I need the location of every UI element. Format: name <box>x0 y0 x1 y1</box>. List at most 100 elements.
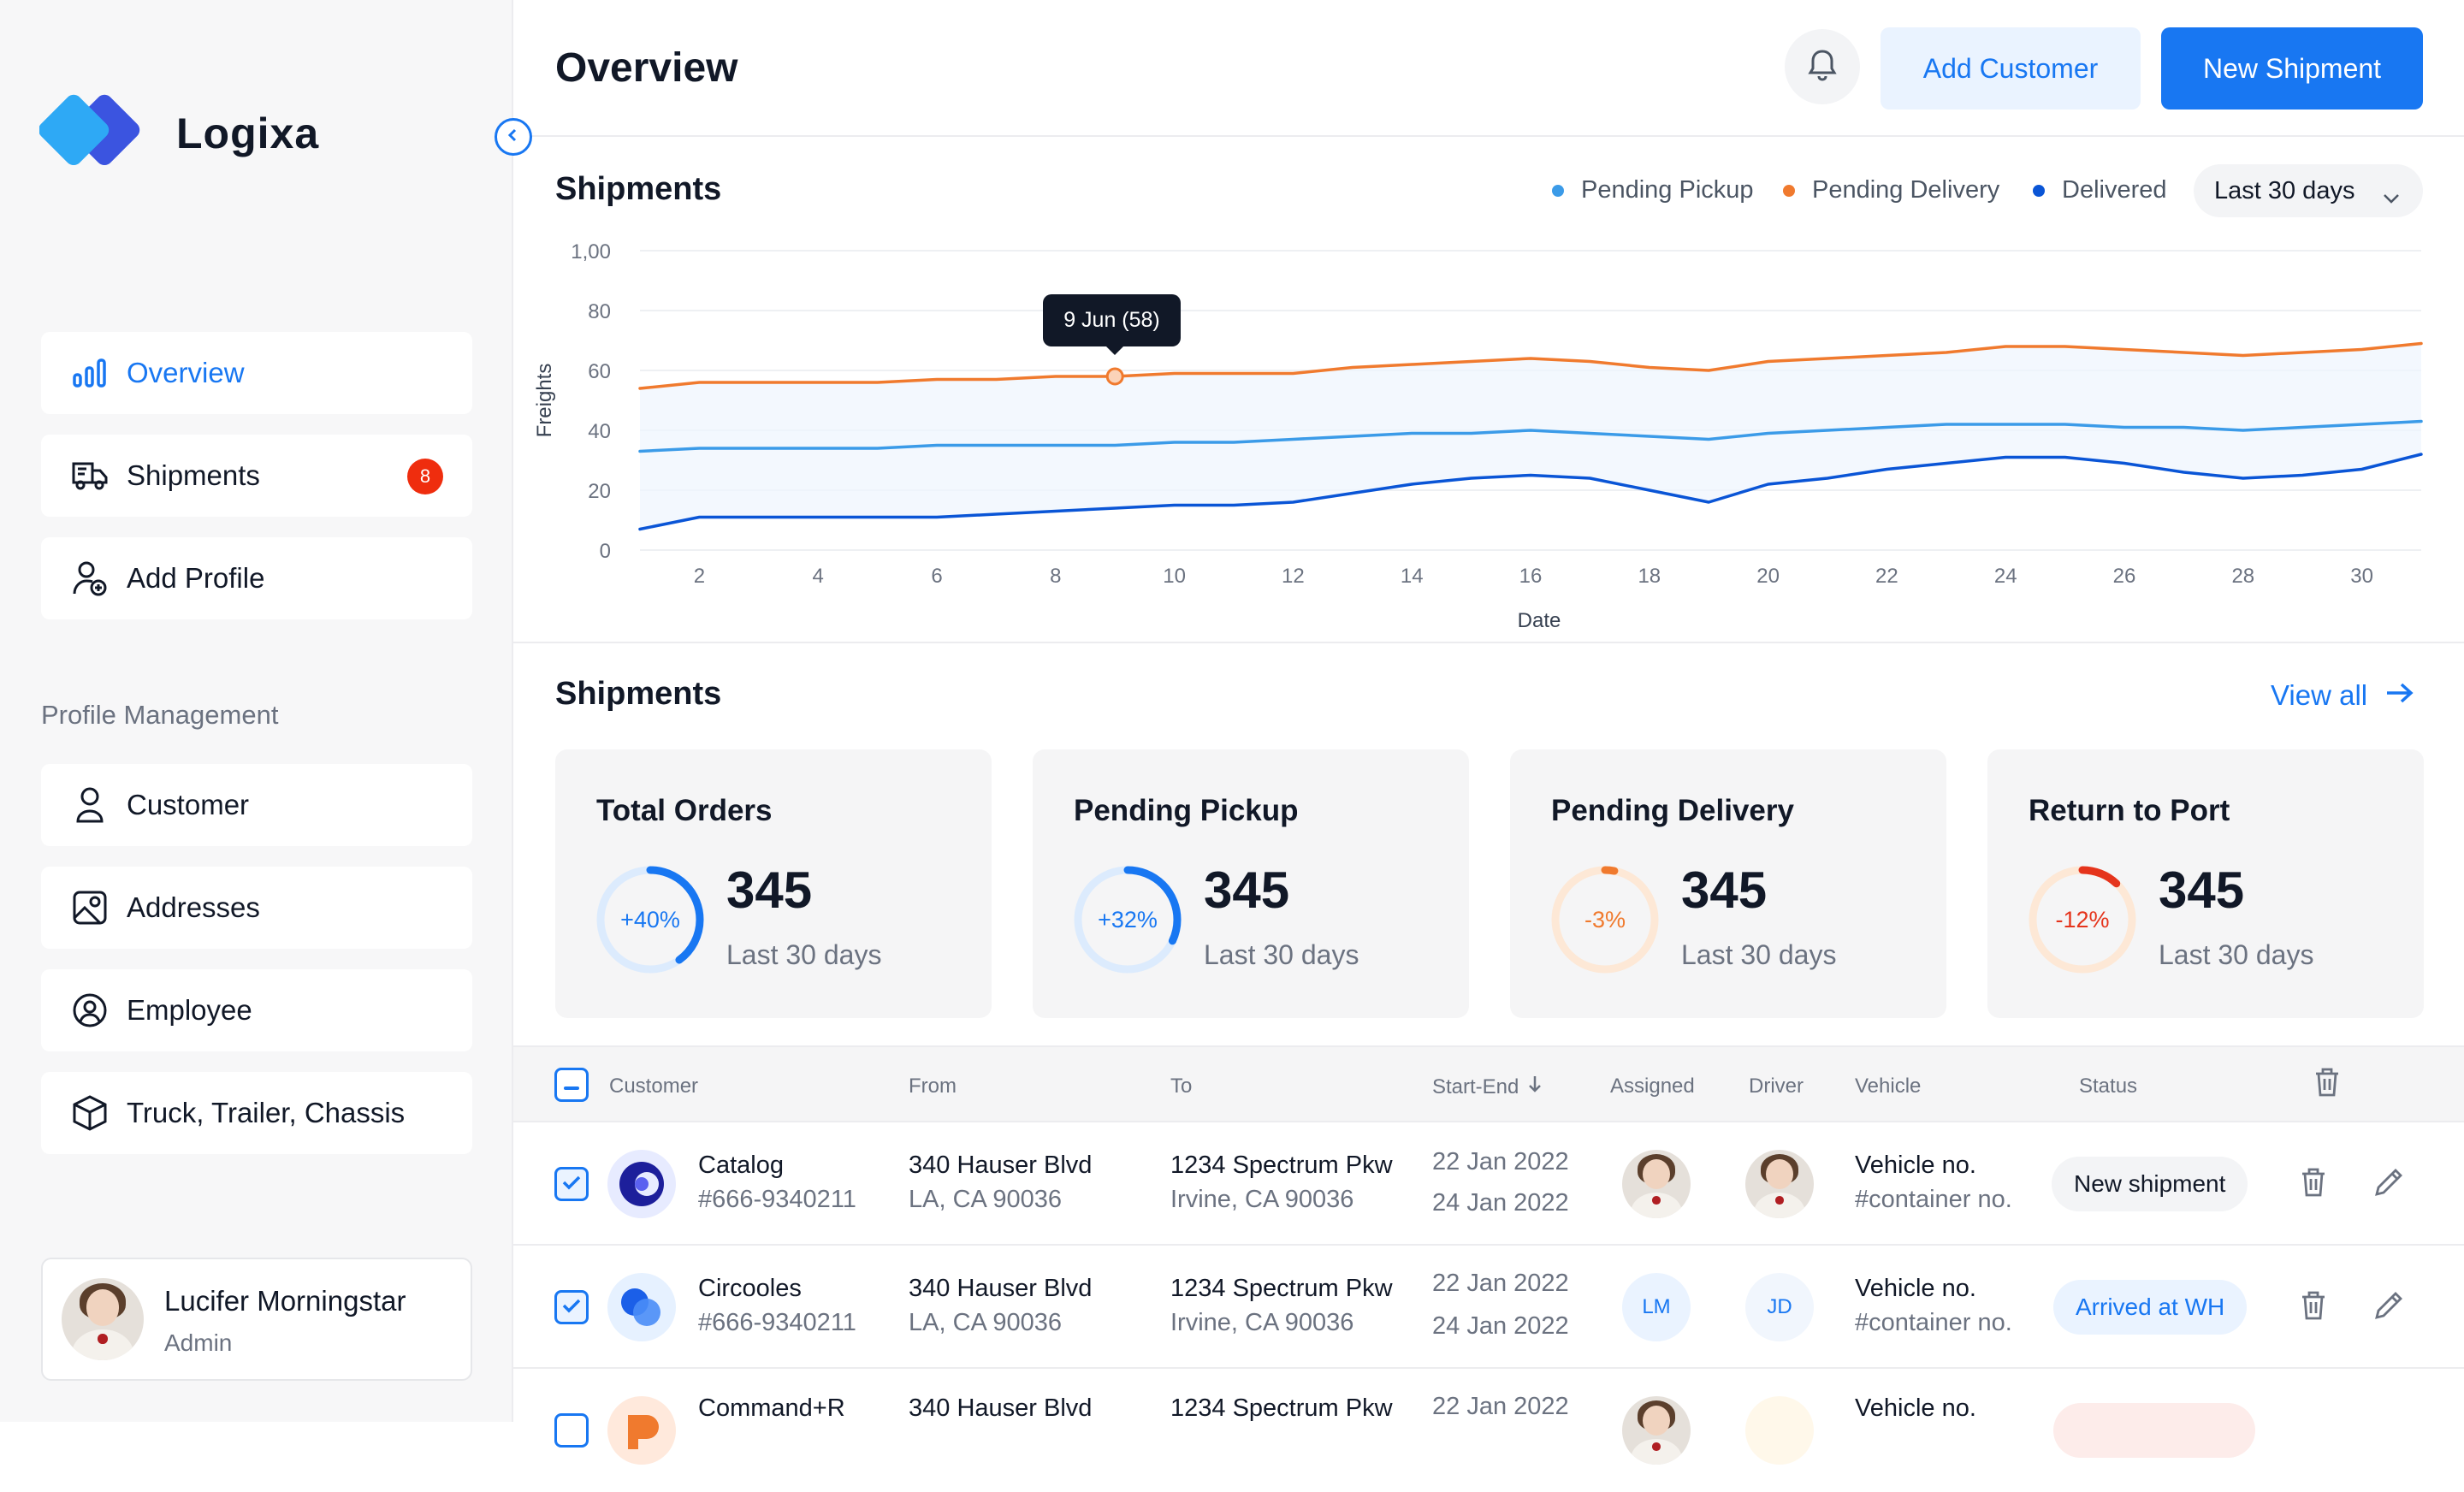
edit-row-button[interactable] <box>2370 1165 2408 1203</box>
table-row[interactable]: Catalog #666-9340211 340 Hauser Blvd LA,… <box>513 1122 2464 1246</box>
y-axis-label: Freights <box>533 364 556 438</box>
column-header-from[interactable]: From <box>909 1075 957 1098</box>
column-header-status[interactable]: Status <box>2079 1075 2138 1098</box>
employee-icon <box>70 991 110 1030</box>
stat-card-total-orders[interactable]: Total Orders +40% 345 Last 30 days <box>555 749 992 1018</box>
stat-period: Last 30 days <box>1681 939 1837 970</box>
sidebar-item-label: Add Profile <box>127 562 265 594</box>
user-name: Lucifer Morningstar <box>164 1285 406 1317</box>
stat-title: Pending Pickup <box>1074 794 1299 827</box>
logixa-logo-icon <box>39 94 140 166</box>
select-all-checkbox[interactable] <box>554 1068 589 1102</box>
ring-progress <box>596 866 704 974</box>
check-icon <box>562 1175 581 1194</box>
customer-id: #666-9340211 <box>698 1186 856 1213</box>
notification-badge: 8 <box>407 459 443 494</box>
sidebar-item-overview[interactable]: Overview <box>41 332 472 414</box>
column-header-customer[interactable]: Customer <box>609 1075 699 1098</box>
sidebar-item-employee[interactable]: Employee <box>41 969 472 1051</box>
sidebar-item-addresses[interactable]: Addresses <box>41 867 472 949</box>
add-user-icon <box>70 559 110 598</box>
x-tick-label: 28 <box>2231 565 2254 588</box>
series-line-pending-delivery <box>638 341 2423 390</box>
sidebar-item-label: Truck, Trailer, Chassis <box>127 1097 406 1128</box>
user-profile-card[interactable]: Lucifer Morningstar Admin <box>41 1258 472 1381</box>
start-date: 22 Jan 2022 <box>1432 1270 1569 1297</box>
stat-value: 345 <box>1204 861 1290 919</box>
date-range-select[interactable]: Last 30 days <box>2194 164 2423 217</box>
sidebar-item-label: Addresses <box>127 891 260 923</box>
arrow-down-icon <box>1527 1075 1543 1099</box>
stat-card-return-to-port[interactable]: Return to Port -12% 345 Last 30 days <box>1987 749 2424 1018</box>
chart-tooltip: 9 Jun (58) <box>1043 294 1181 355</box>
sidebar-item-customer[interactable]: Customer <box>41 764 472 846</box>
container-no: #container no. <box>1855 1309 2012 1336</box>
legend-label: Pending Delivery <box>1812 176 2000 204</box>
edit-row-button[interactable] <box>2370 1288 2408 1326</box>
x-tick-label: 14 <box>1401 565 1424 588</box>
sidebar-item-label: Employee <box>127 994 252 1026</box>
start-date: 22 Jan 2022 <box>1432 1148 1569 1175</box>
customer-name: Circooles <box>698 1275 802 1302</box>
end-date: 24 Jan 2022 <box>1432 1312 1569 1340</box>
assigned-avatar[interactable] <box>1622 1150 1691 1218</box>
driver-initials[interactable]: JD <box>1745 1273 1814 1341</box>
stat-title: Pending Delivery <box>1551 794 1794 827</box>
x-tick-label: 2 <box>694 565 705 588</box>
y-tick-label: 1,00 <box>571 240 611 263</box>
to-city: Irvine, CA 90036 <box>1170 1186 1354 1213</box>
column-header-start-end[interactable]: Start-End <box>1432 1075 1543 1099</box>
x-tick-label: 10 <box>1163 565 1186 588</box>
bell-icon <box>1807 48 1838 86</box>
to-city: Irvine, CA 90036 <box>1170 1309 1354 1336</box>
delete-selected-button[interactable] <box>2308 1066 2346 1104</box>
from-address: 340 Hauser Blvd <box>909 1394 1093 1422</box>
driver-initials[interactable] <box>1745 1396 1814 1465</box>
collapse-sidebar-button[interactable] <box>495 118 532 156</box>
delete-row-button[interactable] <box>2295 1288 2332 1326</box>
notifications-button[interactable] <box>1785 29 1860 104</box>
truck-icon <box>70 456 110 495</box>
y-tick-label: 40 <box>588 420 611 443</box>
map-icon <box>70 888 110 927</box>
stat-card-pending-delivery[interactable]: Pending Delivery -3% 345 Last 30 days <box>1510 749 1946 1018</box>
assigned-initials[interactable]: LM <box>1622 1273 1691 1341</box>
driver-avatar[interactable] <box>1745 1150 1814 1218</box>
to-address: 1234 Spectrum Pkw <box>1170 1394 1393 1422</box>
table-row[interactable]: Command+R 340 Hauser Blvd 1234 Spectrum … <box>513 1369 2464 1492</box>
circooles-logo-icon <box>607 1273 676 1341</box>
view-all-label: View all <box>2271 679 2368 711</box>
pencil-icon <box>2373 1290 2404 1325</box>
sidebar-item-truck-trailer-chassis[interactable]: Truck, Trailer, Chassis <box>41 1072 472 1154</box>
minus-icon <box>564 1073 579 1097</box>
column-header-label: Start-End <box>1432 1075 1519 1098</box>
column-header-vehicle[interactable]: Vehicle <box>1855 1075 1922 1098</box>
end-date: 24 Jan 2022 <box>1432 1189 1569 1217</box>
bar-chart-icon <box>70 353 110 393</box>
x-tick-label: 4 <box>813 565 824 588</box>
column-header-assigned[interactable]: Assigned <box>1610 1075 1695 1098</box>
row-checkbox[interactable] <box>554 1413 589 1448</box>
status-badge: New shipment <box>2052 1157 2248 1211</box>
from-address: 340 Hauser Blvd <box>909 1152 1093 1179</box>
delete-row-button[interactable] <box>2295 1165 2332 1203</box>
column-header-driver[interactable]: Driver <box>1749 1075 1804 1098</box>
new-shipment-button[interactable]: New Shipment <box>2161 27 2423 110</box>
row-checkbox[interactable] <box>554 1167 589 1201</box>
x-tick-label: 26 <box>2113 565 2136 588</box>
column-header-to[interactable]: To <box>1170 1075 1193 1098</box>
table-row[interactable]: Circooles #666-9340211 340 Hauser Blvd L… <box>513 1246 2464 1369</box>
add-customer-button[interactable]: Add Customer <box>1881 27 2141 110</box>
x-tick-label: 18 <box>1638 565 1661 588</box>
sidebar: Logixa Overview Shipments 8 Add Profile … <box>0 0 513 1422</box>
sidebar-item-add-profile[interactable]: Add Profile <box>41 537 472 619</box>
row-checkbox[interactable] <box>554 1290 589 1324</box>
view-all-link[interactable]: View all <box>2271 679 2415 712</box>
section-label-profile-management: Profile Management <box>41 700 279 730</box>
sidebar-item-shipments[interactable]: Shipments 8 <box>41 435 472 517</box>
assigned-avatar[interactable] <box>1622 1396 1691 1465</box>
stat-card-pending-pickup[interactable]: Pending Pickup +32% 345 Last 30 days <box>1033 749 1469 1018</box>
x-tick-label: 12 <box>1282 565 1305 588</box>
app-logo[interactable]: Logixa <box>39 89 319 178</box>
container-no: #container no. <box>1855 1186 2012 1213</box>
